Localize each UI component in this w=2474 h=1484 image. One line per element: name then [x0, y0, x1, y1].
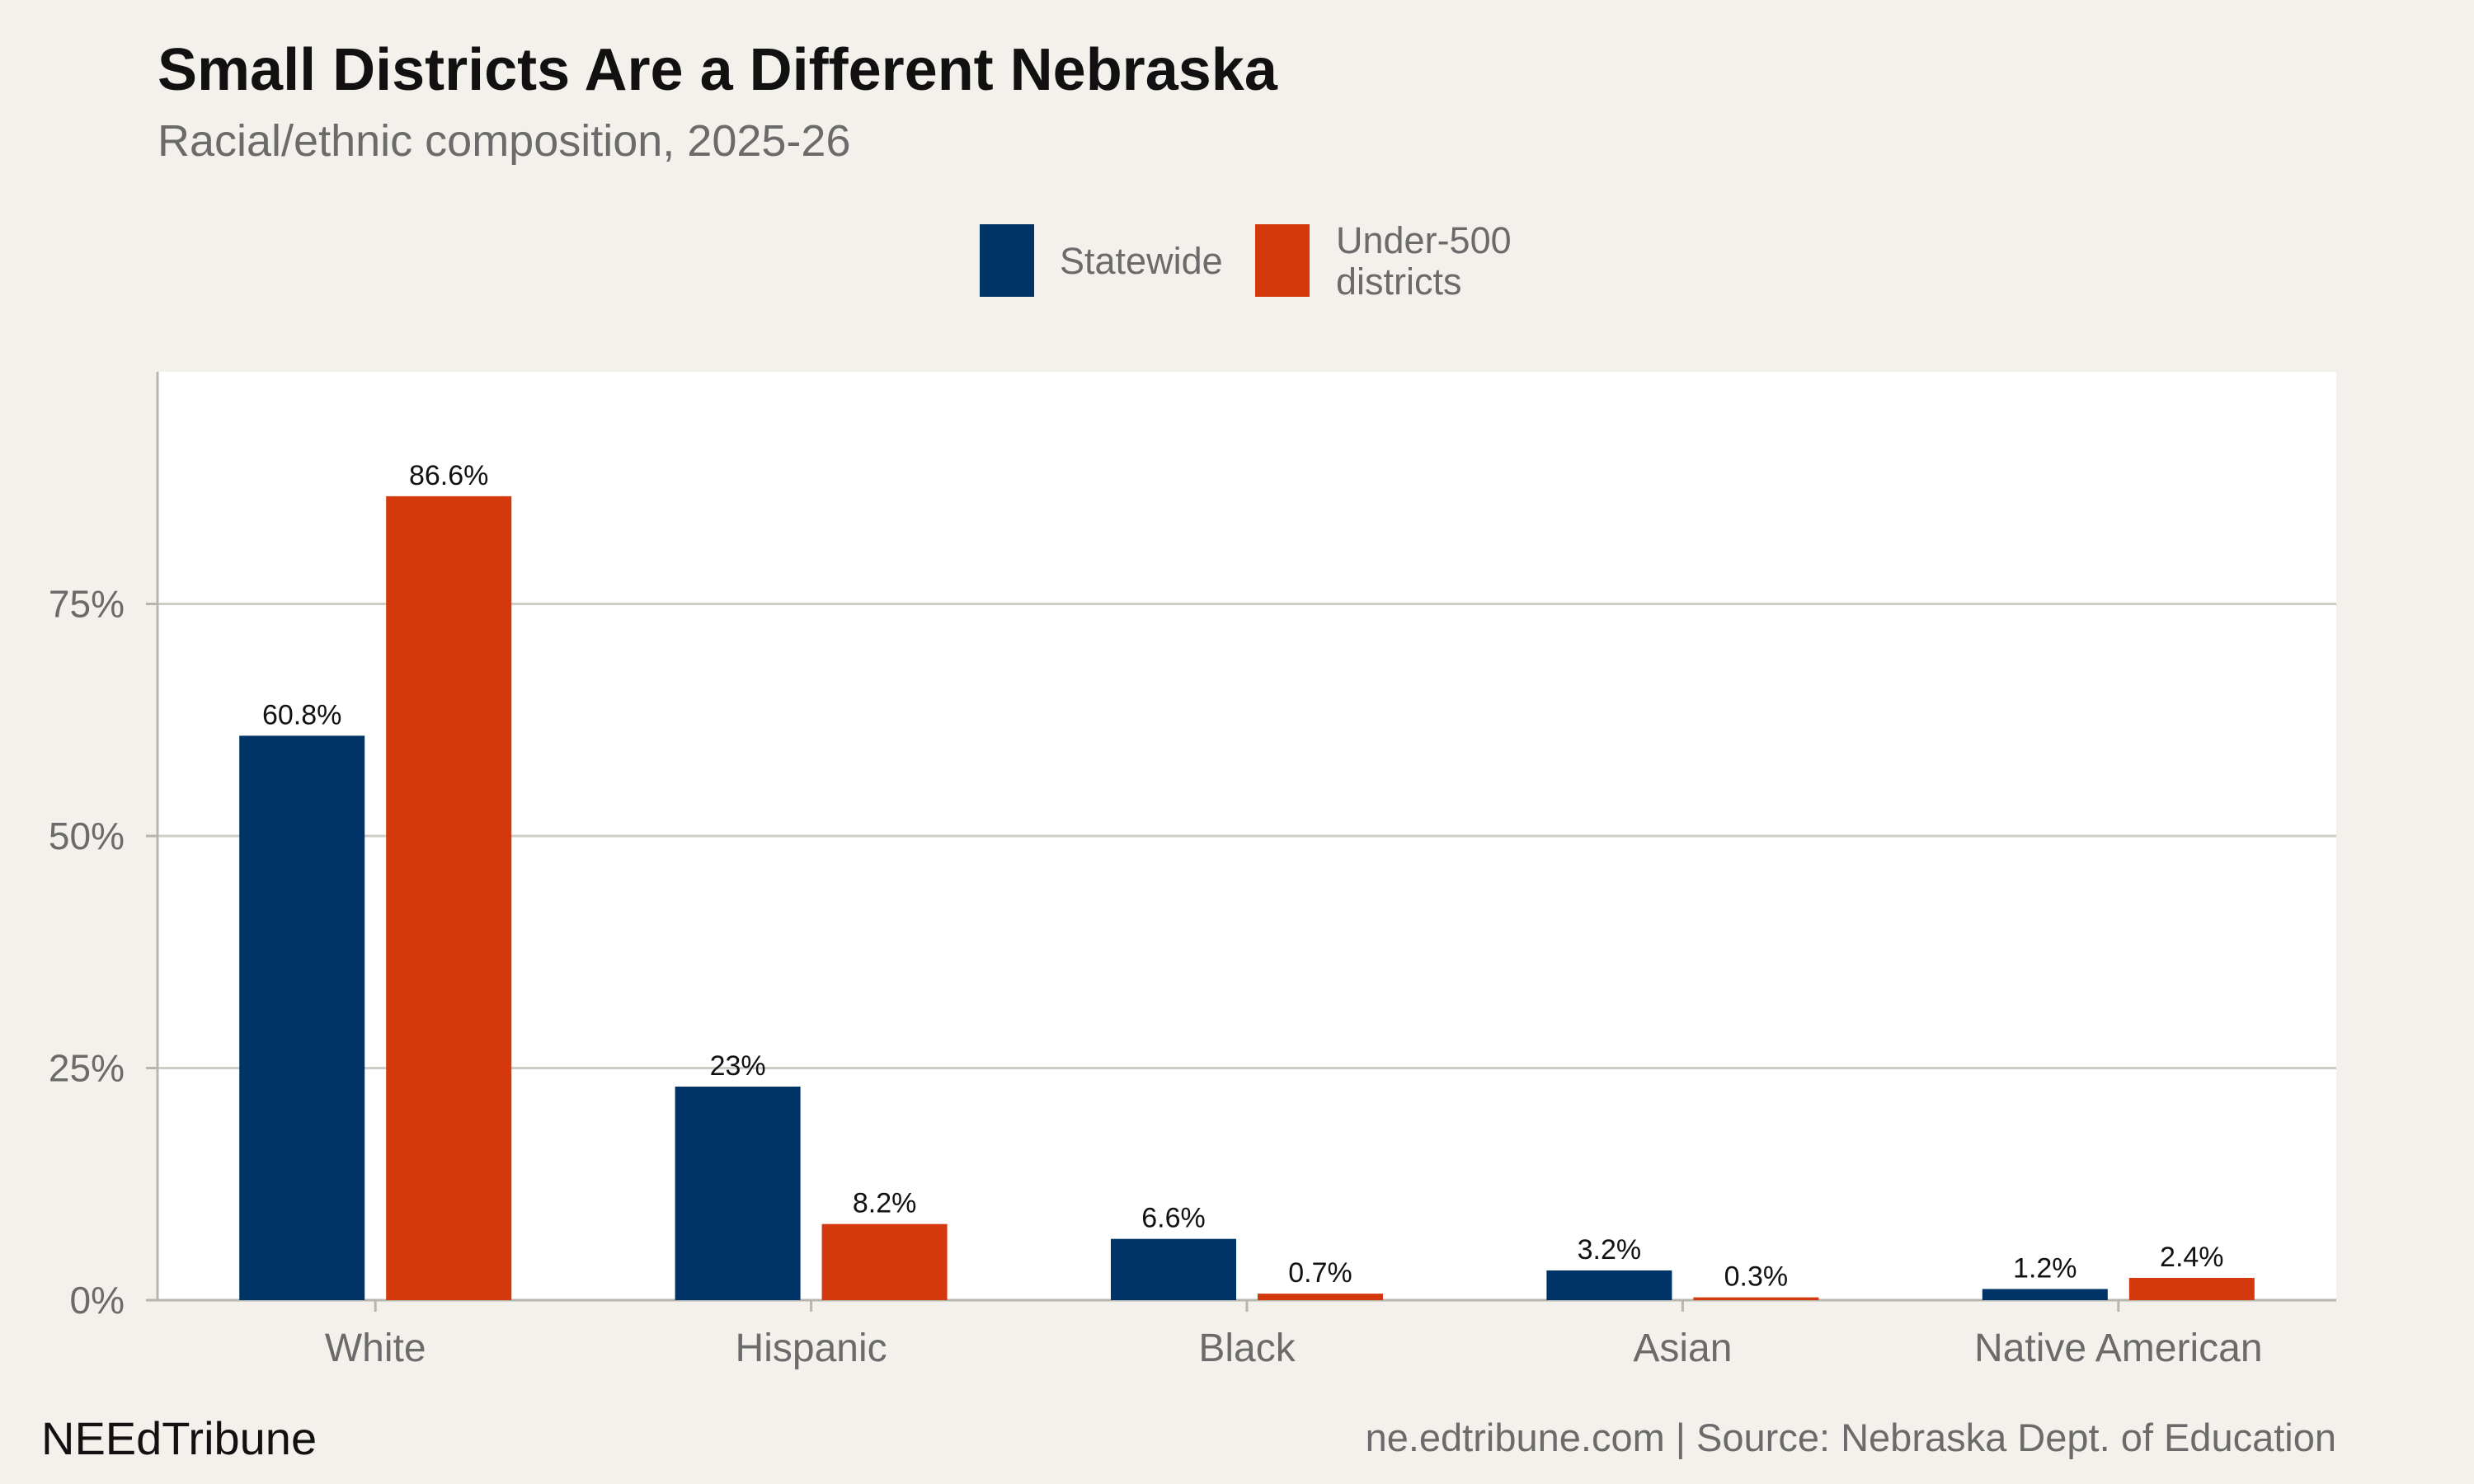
chart-title: Small Districts Are a Different Nebraska: [158, 37, 1277, 103]
y-tick-label-25: 25%: [49, 1047, 125, 1090]
data-label-statewide-native-american: 1.2%: [2013, 1252, 2077, 1284]
legend-swatch-under-500: [1255, 224, 1310, 297]
y-tick-label-50: 50%: [49, 815, 125, 857]
x-tick-label-black: Black: [1198, 1327, 1296, 1370]
legend-swatch-statewide: [980, 224, 1034, 297]
bar-under-500-districts-hispanic: [821, 1223, 948, 1300]
data-label-statewide-asian: 3.2%: [1578, 1234, 1642, 1266]
bar-statewide-black: [1111, 1238, 1236, 1300]
data-label-statewide-black: 6.6%: [1141, 1203, 1206, 1234]
data-label-under-500-districts-black: 0.7%: [1288, 1257, 1352, 1289]
source-note: ne.edtribune.com | Source: Nebraska Dept…: [1365, 1416, 2336, 1459]
bar-statewide-hispanic: [675, 1087, 801, 1300]
bar-under-500-districts-white: [386, 495, 512, 1300]
legend-label-under-500: Under-500 districts: [1336, 219, 1512, 303]
bar-statewide-native-american: [1982, 1289, 2108, 1300]
data-label-under-500-districts-asian: 0.3%: [1724, 1261, 1789, 1293]
brand-logo: NEEdTribune: [41, 1412, 317, 1464]
y-tick-label-75: 75%: [49, 583, 125, 626]
data-label-statewide-hispanic: 23%: [710, 1050, 766, 1082]
y-tick-label-0: 0%: [70, 1279, 125, 1322]
data-label-statewide-white: 60.8%: [262, 699, 341, 730]
bar-under-500-districts-native-american: [2128, 1277, 2255, 1300]
bar-under-500-districts-asian: [1693, 1297, 1819, 1300]
x-tick-label-hispanic: Hispanic: [736, 1327, 887, 1370]
data-label-under-500-districts-hispanic: 8.2%: [853, 1188, 917, 1219]
x-tick-label-asian: Asian: [1633, 1327, 1732, 1370]
x-tick-label-white: White: [325, 1327, 426, 1370]
data-label-under-500-districts-native-american: 2.4%: [2160, 1242, 2224, 1273]
chart-subtitle: Racial/ethnic composition, 2025-26: [158, 116, 851, 166]
bar-statewide-white: [239, 735, 365, 1300]
bar-statewide-asian: [1546, 1270, 1672, 1300]
bar-under-500-districts-black: [1258, 1294, 1383, 1300]
legend-label-statewide: Statewide: [1060, 240, 1223, 282]
data-label-under-500-districts-white: 86.6%: [409, 460, 488, 491]
x-tick-label-native-american: Native American: [1974, 1327, 2262, 1370]
